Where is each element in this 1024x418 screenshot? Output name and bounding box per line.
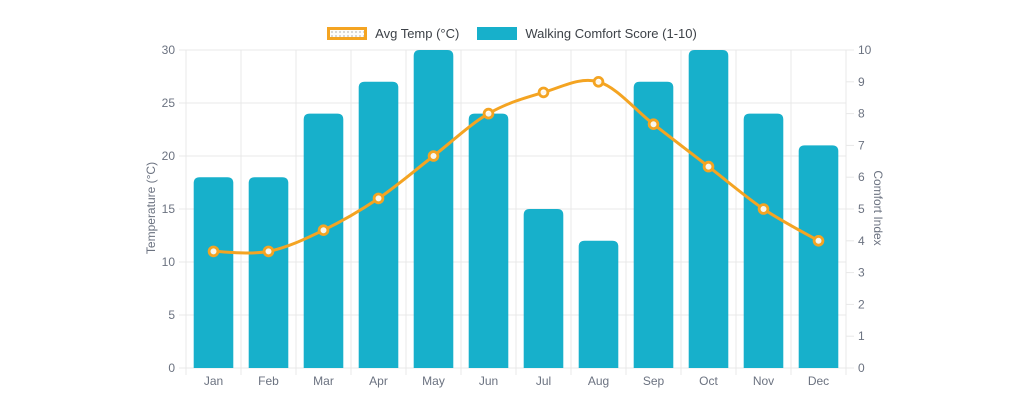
x-axis-tick-label: Apr <box>369 374 388 388</box>
y-right-tick-label: 1 <box>858 329 865 343</box>
x-axis-tick-label: Oct <box>699 374 718 388</box>
x-axis-tick-label: Feb <box>258 374 279 388</box>
bar-mar[interactable] <box>303 113 344 368</box>
x-axis-tick-label: Sep <box>643 374 665 388</box>
bar-oct[interactable] <box>688 50 729 368</box>
legend-label: Walking Comfort Score (1-10) <box>525 26 697 41</box>
y-left-tick-label: 15 <box>162 202 176 216</box>
point-aug[interactable] <box>592 76 605 88</box>
point-apr[interactable] <box>372 192 385 205</box>
legend-label: Avg Temp (°C) <box>375 26 460 41</box>
y-right-tick-label: 9 <box>858 75 865 89</box>
bar-sep[interactable] <box>633 81 674 369</box>
y-right-tick-label: 4 <box>858 234 865 248</box>
y-left-tick-label: 0 <box>168 361 175 375</box>
x-axis-tick-label: Aug <box>588 374 609 388</box>
legend-item-avg-temp[interactable]: Avg Temp (°C) <box>327 26 459 41</box>
x-axis-tick-label: Mar <box>313 374 334 388</box>
y-left-tick-label: 30 <box>162 43 176 57</box>
y-left-tick-label: 5 <box>168 308 175 322</box>
point-oct[interactable] <box>702 160 715 173</box>
x-axis-tick-label: Dec <box>808 374 829 388</box>
y-right-tick-label: 3 <box>858 266 865 280</box>
x-axis-tick-label: Nov <box>753 374 774 388</box>
bar-jun[interactable] <box>468 113 509 368</box>
legend-item-walking-comfort[interactable]: Walking Comfort Score (1-10) <box>477 26 697 41</box>
x-axis-tick-label: May <box>422 374 445 388</box>
bar-jan[interactable] <box>193 177 234 368</box>
legend-line-swatch <box>327 27 368 40</box>
y-right-tick-label: 10 <box>858 43 872 57</box>
point-sep[interactable] <box>647 118 660 130</box>
y-right-tick-label: 6 <box>858 170 865 184</box>
point-feb[interactable] <box>262 245 275 258</box>
point-nov[interactable] <box>757 203 770 215</box>
y-axis-left-title: Temperature (°C) <box>144 161 158 255</box>
bar-dec[interactable] <box>798 145 839 368</box>
point-may[interactable] <box>427 150 440 162</box>
y-left-tick-label: 10 <box>162 255 176 269</box>
y-right-tick-label: 8 <box>858 107 865 121</box>
legend-bar-swatch <box>477 27 518 40</box>
x-axis-tick-label: Jul <box>536 374 551 388</box>
bar-may[interactable] <box>413 50 454 368</box>
point-jan[interactable] <box>207 245 220 258</box>
y-right-tick-label: 2 <box>858 297 865 311</box>
point-jul[interactable] <box>537 86 550 99</box>
chart-legend: Avg Temp (°C) Walking Comfort Score (1-10… <box>0 26 1024 41</box>
x-axis-tick-label: Jan <box>204 374 223 388</box>
x-axis-tick-label: Jun <box>479 374 498 388</box>
y-axis-right-title: Comfort Index <box>871 170 885 246</box>
bar-feb[interactable] <box>248 177 289 368</box>
point-dec[interactable] <box>812 235 825 247</box>
point-jun[interactable] <box>482 107 495 120</box>
y-right-tick-label: 7 <box>858 138 865 152</box>
y-right-tick-label: 5 <box>858 202 865 216</box>
point-mar[interactable] <box>317 224 330 237</box>
y-right-tick-label: 0 <box>858 361 865 375</box>
y-left-tick-label: 20 <box>162 149 176 163</box>
bar-aug[interactable] <box>578 240 619 368</box>
bar-nov[interactable] <box>743 113 784 368</box>
bar-jul[interactable] <box>523 209 564 368</box>
bar-apr[interactable] <box>358 81 399 369</box>
y-left-tick-label: 25 <box>162 96 176 110</box>
